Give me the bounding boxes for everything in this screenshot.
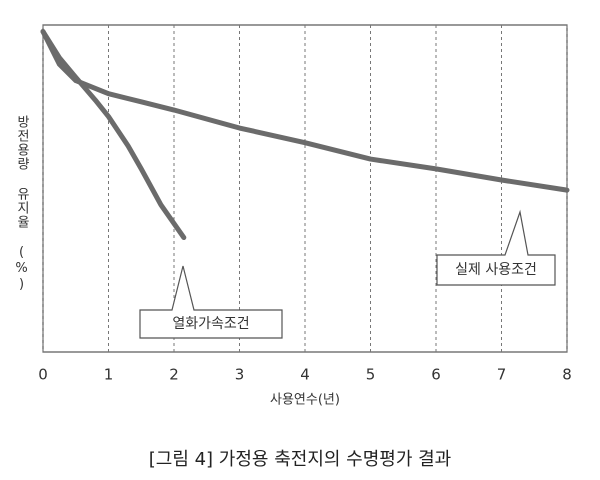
x-axis-label: 사용연수(년) xyxy=(270,393,340,408)
x-tick-label: 3 xyxy=(235,366,245,384)
series-label: 실제 사용조건 xyxy=(455,262,537,278)
y-axis-label: 방전용량 유지율 (%) xyxy=(14,115,29,293)
x-tick-label: 6 xyxy=(431,366,441,384)
callout-box xyxy=(139,265,283,339)
x-tick-label: 0 xyxy=(38,366,48,384)
series-label: 열화가속조건 xyxy=(172,316,249,332)
caption: [그림 4] 가정용 축전지의 수명평가 결과 xyxy=(149,449,452,470)
x-tick-label: 5 xyxy=(366,366,376,384)
callout-box xyxy=(436,209,556,286)
x-tick-label: 7 xyxy=(497,366,507,384)
x-tick-label: 4 xyxy=(300,366,310,384)
x-tick-label: 2 xyxy=(169,366,179,384)
series-line xyxy=(40,29,187,241)
x-tick-label: 1 xyxy=(104,366,114,384)
x-tick-label: 8 xyxy=(562,366,572,384)
